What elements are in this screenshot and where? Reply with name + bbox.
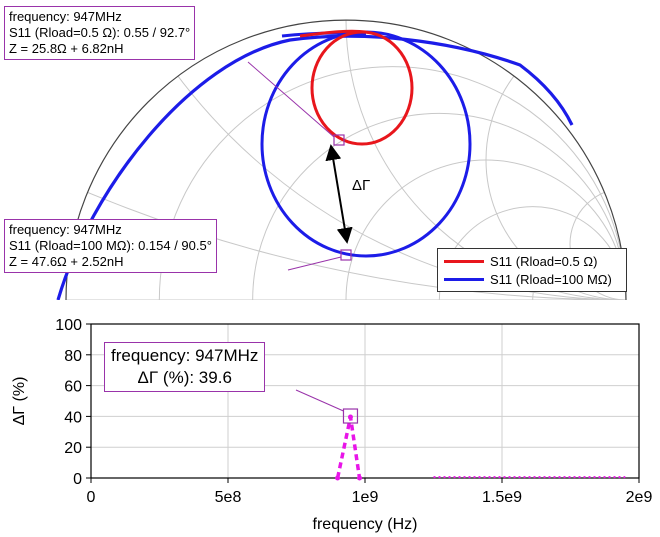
data-point [335, 475, 341, 481]
series-line-rload-100M-outer [56, 34, 574, 300]
annotation-leader [295, 389, 344, 412]
legend-label: S11 (Rload=100 MΩ) [490, 271, 612, 287]
smith-annotation-rload-100M: frequency: 947MHz S11 (Rload=100 MΩ): 0.… [4, 219, 217, 273]
legend-swatch-blue [444, 277, 484, 281]
annotation-line: frequency: 947MHz [111, 346, 259, 365]
delta-annotation: frequency: 947MHz ΔΓ (%): 39.6 [104, 342, 266, 392]
legend-entry: S11 (Rload=100 MΩ) [444, 270, 620, 288]
legend-entry: S11 (Rload=0.5 Ω) [444, 252, 620, 270]
smith-legend: S11 (Rload=0.5 Ω) S11 (Rload=100 MΩ) [437, 248, 627, 292]
y-tick-label: 20 [64, 440, 82, 457]
y-tick-label: 0 [73, 471, 82, 488]
annotation-line: S11 (Rload=0.5 Ω): 0.55 / 92.7° [9, 25, 191, 40]
data-point [357, 475, 363, 481]
x-tick-label: 1e9 [352, 489, 379, 506]
annotation-line: Z = 25.8Ω + 6.82nH [9, 41, 124, 56]
x-tick-label: 1.5e9 [482, 489, 522, 506]
annotation-line: S11 (Rload=100 MΩ): 0.154 / 90.5° [9, 238, 212, 253]
resistance-circle [158, 66, 626, 300]
delta-gamma-arrow-label: ΔΓ [352, 177, 370, 194]
series-line-rload-0.5-top [299, 29, 367, 38]
smith-annotation-rload-0.5: frequency: 947MHz S11 (Rload=0.5 Ω): 0.5… [4, 6, 196, 60]
y-tick-label: 100 [55, 317, 82, 334]
x-axis-label: frequency (Hz) [313, 516, 418, 533]
reactance-arc [569, 187, 626, 300]
y-tick-label: 80 [64, 348, 82, 365]
legend-label: S11 (Rload=0.5 Ω) [490, 253, 598, 269]
smith-chart: ΔΓ [56, 19, 627, 300]
x-tick-label: 0 [87, 489, 96, 506]
data-point [347, 414, 353, 420]
resistance-circle [252, 112, 626, 300]
marker-rload-100M [340, 249, 352, 261]
annotation-marker [342, 408, 359, 424]
x-tick-label: 2e9 [626, 489, 653, 506]
delta-gamma-arrow [325, 144, 353, 244]
legend-swatch-red [444, 259, 484, 263]
x-tick-label: 5e8 [215, 489, 242, 506]
leader-line [287, 256, 342, 271]
leader-line [247, 61, 335, 138]
smith-boundary [65, 19, 627, 300]
annotation-line: Z = 47.6Ω + 2.52nH [9, 254, 124, 269]
annotation-line: frequency: 947MHz [9, 222, 122, 237]
y-tick-label: 60 [64, 379, 82, 396]
annotation-line: ΔΓ (%): 39.6 [137, 368, 232, 387]
reactance-arc [485, 20, 626, 300]
annotation-line: frequency: 947MHz [9, 9, 122, 24]
y-axis-label: ΔΓ (%) [11, 377, 28, 426]
y-tick-label: 40 [64, 409, 82, 426]
